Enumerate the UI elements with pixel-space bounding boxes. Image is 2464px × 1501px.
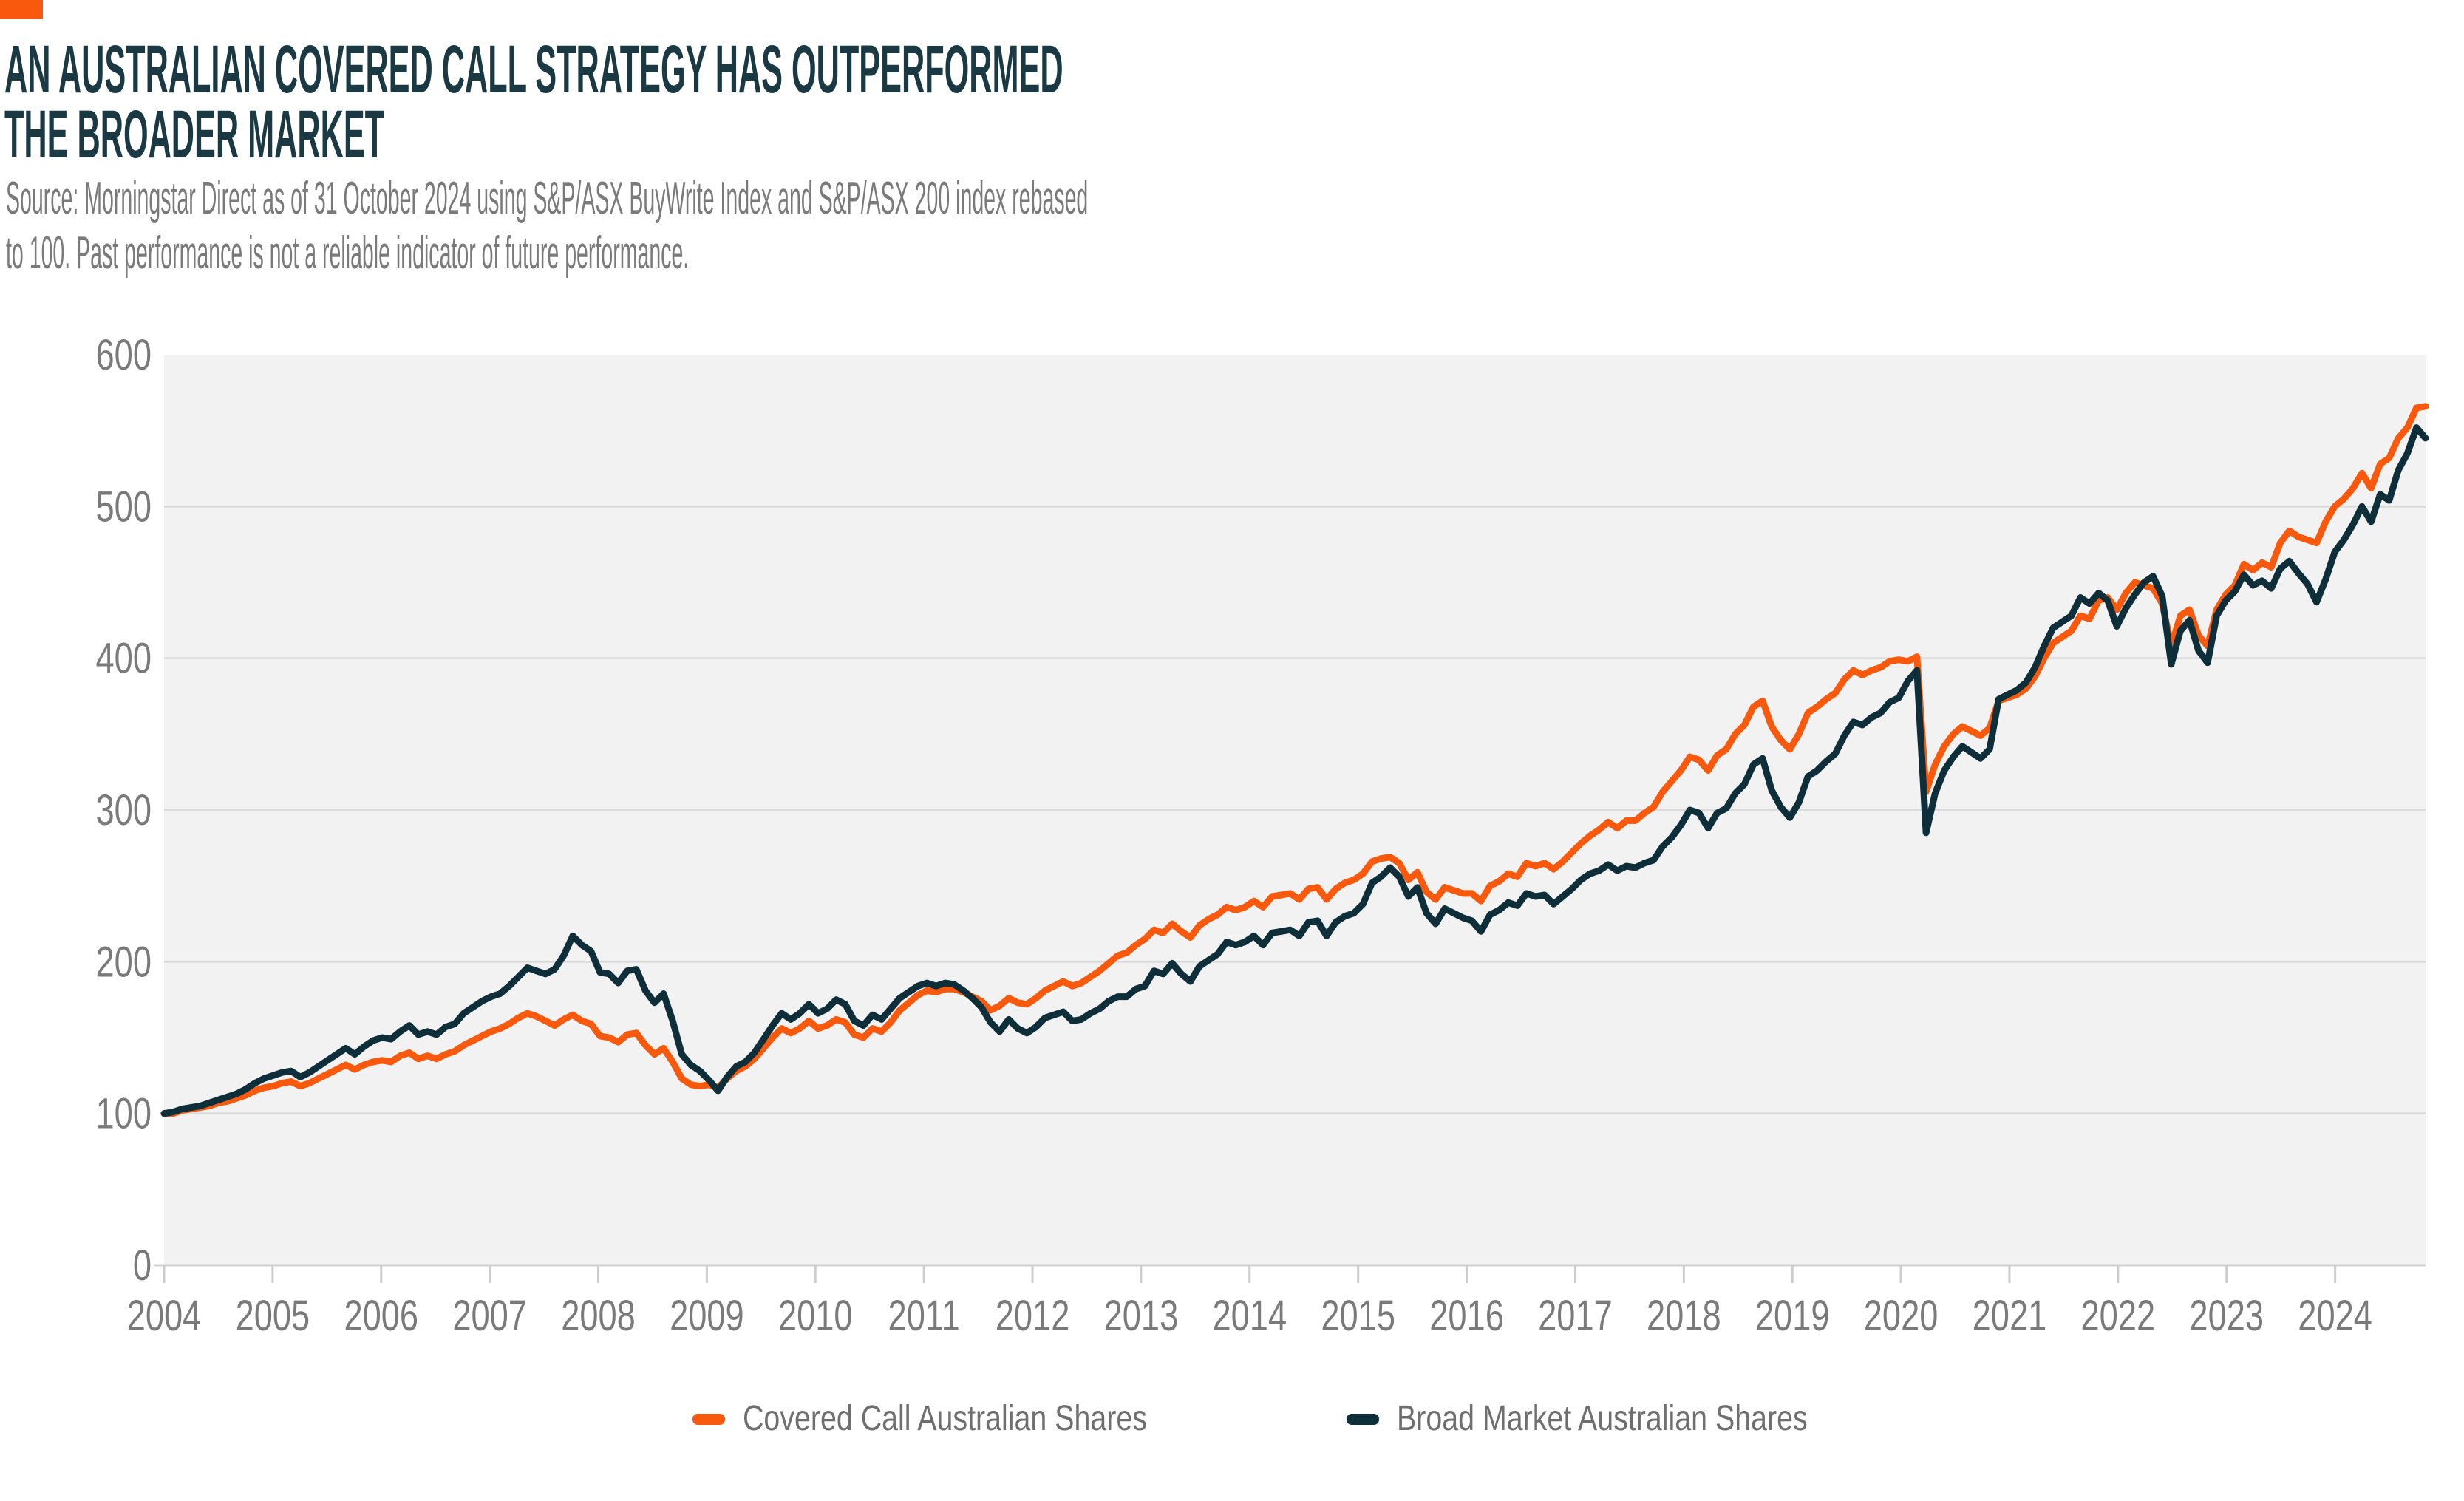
series-line-broad-market xyxy=(160,424,2429,1117)
x-axis-label-2004: 2004 xyxy=(127,1293,202,1341)
x-axis-label-2014: 2014 xyxy=(1212,1293,1287,1341)
x-axis-label-2012: 2012 xyxy=(996,1293,1070,1341)
legend-label-broad-market: Broad Market Australian Shares xyxy=(1396,1399,1808,1438)
source-note-line1: Source: Morningstar Direct as of 31 Octo… xyxy=(6,173,1089,224)
brand-accent-bar xyxy=(0,0,43,19)
x-axis-label-2016: 2016 xyxy=(1429,1293,1504,1341)
x-axis-label-2008: 2008 xyxy=(561,1293,636,1341)
legend-swatch-broad-market xyxy=(1346,1413,1379,1425)
legend-swatch-covered-call xyxy=(692,1413,725,1425)
x-axis-label-2022: 2022 xyxy=(2081,1293,2156,1341)
chart-legend: Covered Call Australian Shares Broad Mar… xyxy=(164,1401,2426,1437)
x-axis-label-2015: 2015 xyxy=(1321,1293,1395,1341)
x-axis-label-2007: 2007 xyxy=(452,1293,527,1341)
y-axis-label-400: 400 xyxy=(96,635,152,683)
y-axis-label-300: 300 xyxy=(96,787,152,835)
y-axis-label-600: 600 xyxy=(96,332,152,380)
x-axis-label-2009: 2009 xyxy=(670,1293,744,1341)
y-axis-label-100: 100 xyxy=(96,1090,152,1138)
x-axis-label-2021: 2021 xyxy=(1973,1293,2047,1341)
x-axis-label-2010: 2010 xyxy=(778,1293,853,1341)
legend-label-covered-call: Covered Call Australian Shares xyxy=(742,1399,1147,1438)
x-axis-label-2019: 2019 xyxy=(1755,1293,1830,1341)
page-title-line1: AN AUSTRALIAN COVERED CALL STRATEGY HAS … xyxy=(4,32,1063,107)
x-axis-label-2017: 2017 xyxy=(1538,1293,1613,1341)
x-axis-label-2005: 2005 xyxy=(236,1293,310,1341)
y-axis-label-200: 200 xyxy=(96,939,152,987)
y-axis-label-500: 500 xyxy=(96,483,152,531)
x-axis-label-2006: 2006 xyxy=(344,1293,418,1341)
page-title-line2: THE BROADER MARKET xyxy=(4,97,385,172)
y-axis-label-0: 0 xyxy=(133,1242,152,1290)
page-title: AN AUSTRALIAN COVERED CALL STRATEGY HAS … xyxy=(4,32,1063,172)
x-axis-label-2023: 2023 xyxy=(2189,1293,2264,1341)
series-line-covered-call xyxy=(160,403,2429,1117)
x-axis-label-2011: 2011 xyxy=(888,1293,960,1341)
legend-item-broad-market: Broad Market Australian Shares xyxy=(1346,1399,1898,1438)
legend-item-covered-call: Covered Call Australian Shares xyxy=(692,1401,1236,1437)
x-axis-label-2024: 2024 xyxy=(2298,1293,2372,1341)
source-note-line2: to 100. Past performance is not a reliab… xyxy=(6,228,690,279)
x-axis-label-2018: 2018 xyxy=(1647,1293,1721,1341)
x-axis-label-2013: 2013 xyxy=(1104,1293,1179,1341)
x-axis-label-2020: 2020 xyxy=(1864,1293,1939,1341)
source-note: Source: Morningstar Direct as of 31 Octo… xyxy=(6,171,1088,281)
